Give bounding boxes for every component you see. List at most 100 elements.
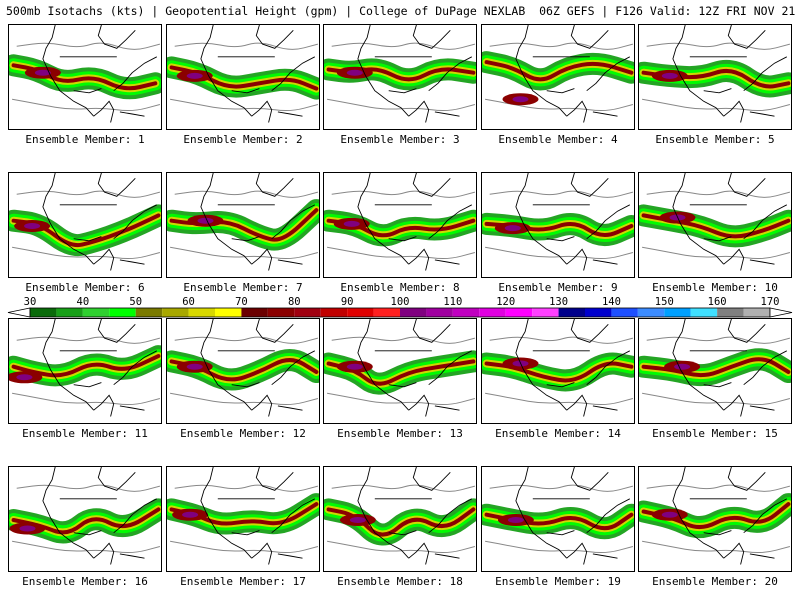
colorbar-tick-label: 80 bbox=[287, 296, 301, 308]
coastline bbox=[586, 204, 631, 240]
jet-peak bbox=[507, 517, 524, 523]
height-contour bbox=[642, 246, 791, 260]
coastline bbox=[743, 498, 788, 534]
colorbar-tick-label: 50 bbox=[129, 296, 143, 308]
colorbar-bin bbox=[373, 308, 400, 317]
colorbar-bin bbox=[215, 308, 242, 317]
ensemble-map-panel bbox=[481, 24, 635, 130]
height-contour bbox=[485, 392, 634, 406]
coastline bbox=[592, 405, 618, 411]
colorbar-bin bbox=[188, 308, 215, 317]
coastline bbox=[255, 25, 294, 49]
coastline bbox=[42, 467, 95, 559]
height-contour bbox=[16, 484, 161, 492]
ensemble-map-panel bbox=[638, 466, 792, 572]
isotach-map bbox=[639, 467, 791, 565]
colorbar-max-arrow bbox=[769, 307, 793, 318]
height-contour bbox=[170, 392, 319, 406]
ensemble-map-panel bbox=[638, 172, 792, 278]
isotach-band bbox=[169, 208, 319, 242]
coastline bbox=[93, 248, 115, 271]
isotach-map bbox=[9, 25, 161, 123]
colorbar-min-arrow bbox=[7, 307, 31, 318]
colorbar-bin bbox=[320, 308, 348, 317]
coastline bbox=[231, 236, 260, 242]
coastline bbox=[434, 553, 460, 559]
coastline bbox=[743, 204, 788, 240]
jet-peak bbox=[512, 96, 529, 103]
member-label: Ensemble Member: 15 bbox=[652, 427, 778, 440]
colorbar-bin bbox=[717, 308, 744, 317]
coastline bbox=[408, 100, 430, 123]
ensemble-map-panel bbox=[323, 172, 477, 278]
isotach-band bbox=[326, 507, 476, 537]
coastline bbox=[42, 319, 95, 411]
height-contour bbox=[170, 540, 319, 554]
jet-peak bbox=[504, 225, 521, 232]
isotach-band bbox=[484, 60, 634, 82]
coastline bbox=[566, 394, 588, 417]
colorbar-tick-label: 140 bbox=[601, 296, 621, 308]
height-contour bbox=[327, 392, 476, 406]
coastline bbox=[434, 111, 460, 117]
coastline bbox=[255, 319, 294, 343]
coastline bbox=[277, 553, 303, 559]
member-label: Ensemble Member: 10 bbox=[652, 281, 778, 294]
height-contour bbox=[642, 98, 791, 112]
coastline bbox=[119, 259, 145, 265]
isotach-map bbox=[9, 319, 161, 417]
colorbar-bin bbox=[690, 308, 718, 317]
isotach-map bbox=[324, 467, 476, 565]
coastline bbox=[271, 204, 316, 240]
coastline bbox=[97, 467, 136, 491]
coastline bbox=[592, 553, 618, 559]
height-contour bbox=[489, 190, 634, 198]
coastline bbox=[119, 111, 145, 117]
jet-peak bbox=[24, 223, 41, 229]
colorbar-tick-label: 30 bbox=[23, 296, 37, 308]
coastline bbox=[727, 319, 766, 343]
height-contour bbox=[331, 190, 476, 198]
height-contour bbox=[170, 246, 319, 260]
coastline bbox=[672, 173, 725, 265]
isotach-map bbox=[167, 25, 319, 123]
coastline bbox=[749, 259, 775, 265]
isotach-map bbox=[167, 173, 319, 271]
coastline bbox=[434, 405, 460, 411]
chart-title: 500mb Isotachs (kts) | Geopotential Heig… bbox=[6, 4, 800, 18]
coastline bbox=[566, 542, 588, 565]
coastline bbox=[113, 498, 158, 534]
colorbar-bin bbox=[743, 308, 770, 317]
coastline bbox=[723, 394, 745, 417]
coastline bbox=[703, 88, 732, 94]
isotach-band bbox=[11, 354, 161, 378]
coastline bbox=[231, 382, 260, 388]
member-label: Ensemble Member: 4 bbox=[498, 133, 618, 146]
coastline bbox=[515, 319, 568, 411]
height-contour bbox=[489, 484, 634, 492]
isotach-band bbox=[484, 512, 634, 531]
height-contour bbox=[174, 42, 319, 50]
colorbar-bin bbox=[109, 308, 136, 317]
jet-peak bbox=[186, 363, 203, 370]
coastline bbox=[277, 259, 303, 265]
coastline bbox=[723, 542, 745, 565]
colorbar-bin bbox=[637, 308, 665, 317]
height-contour bbox=[327, 540, 476, 554]
coastline bbox=[412, 467, 451, 491]
colorbar-bin bbox=[664, 308, 691, 317]
isotach-band bbox=[169, 65, 319, 91]
isotach-map bbox=[167, 467, 319, 565]
height-contour bbox=[174, 336, 319, 344]
member-label: Ensemble Member: 17 bbox=[180, 575, 306, 588]
colorbar-bin bbox=[426, 308, 453, 317]
coastline bbox=[251, 542, 273, 565]
colorbar-tick-label: 40 bbox=[76, 296, 90, 308]
coastline bbox=[408, 542, 430, 565]
jet-peak bbox=[661, 511, 678, 518]
coastline bbox=[357, 467, 410, 559]
colorbar-bin bbox=[347, 308, 374, 317]
coastline bbox=[200, 25, 253, 117]
ensemble-map-panel bbox=[166, 318, 320, 424]
isotach-map bbox=[639, 25, 791, 123]
